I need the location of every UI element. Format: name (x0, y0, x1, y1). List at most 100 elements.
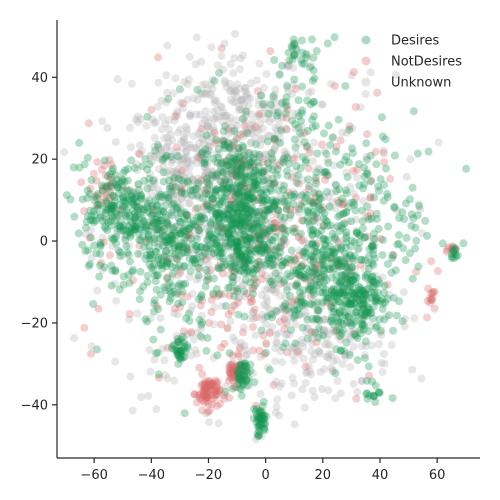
point-desires (333, 243, 342, 252)
point-unknown (200, 163, 209, 172)
point-desires (365, 245, 374, 254)
point-unknown (197, 57, 206, 66)
point-desires (136, 267, 145, 276)
point-desires (175, 229, 184, 238)
point-desires (119, 272, 128, 281)
point-desires (342, 338, 351, 347)
point-notdesires (172, 143, 181, 152)
point-unknown (193, 145, 202, 154)
point-unknown (236, 154, 245, 163)
point-unknown (262, 302, 271, 311)
point-notdesires (203, 408, 212, 416)
point-desires (315, 190, 324, 198)
point-unknown (235, 198, 244, 207)
point-unknown (130, 216, 139, 225)
point-desires (342, 189, 351, 198)
point-unknown (257, 109, 266, 118)
point-unknown (341, 252, 350, 261)
point-unknown (237, 169, 246, 178)
point-desires (291, 120, 300, 129)
point-notdesires (77, 178, 86, 187)
plot-area (60, 29, 471, 444)
point-unknown (277, 112, 286, 121)
point-unknown (202, 243, 210, 252)
point-unknown (246, 94, 255, 103)
point-unknown (236, 342, 245, 351)
point-notdesires (255, 109, 264, 118)
point-unknown (226, 95, 235, 104)
point-unknown (351, 264, 359, 273)
point-unknown (313, 164, 322, 173)
point-unknown (220, 141, 229, 150)
point-unknown (222, 229, 231, 238)
point-unknown (188, 174, 197, 183)
point-notdesires (386, 174, 395, 183)
point-unknown (152, 405, 161, 414)
point-unknown (385, 290, 394, 299)
point-desires (336, 160, 345, 169)
point-unknown (210, 303, 219, 312)
point-desires (90, 196, 99, 204)
point-unknown (227, 164, 236, 173)
point-unknown (271, 85, 280, 94)
point-unknown (108, 202, 117, 211)
point-desires (236, 385, 245, 394)
point-unknown (218, 173, 227, 182)
point-unknown (300, 188, 309, 197)
point-unknown (363, 167, 372, 176)
point-desires (384, 222, 393, 231)
point-unknown (262, 150, 271, 159)
point-desires (172, 203, 181, 212)
point-unknown (249, 369, 257, 378)
point-desires (165, 184, 174, 193)
point-desires (135, 295, 144, 304)
point-unknown (185, 140, 194, 149)
point-unknown (168, 156, 177, 165)
point-unknown (272, 403, 281, 411)
point-desires (238, 114, 247, 123)
point-desires (245, 149, 253, 157)
point-unknown (204, 179, 213, 187)
point-unknown (273, 114, 282, 123)
point-desires (296, 229, 305, 238)
point-unknown (377, 331, 386, 339)
point-desires (127, 156, 136, 165)
point-unknown (318, 100, 327, 109)
point-unknown (268, 219, 277, 228)
y-tick-label: −20 (21, 316, 48, 331)
point-unknown (280, 313, 289, 322)
point-unknown (205, 418, 213, 427)
point-unknown (244, 200, 253, 209)
point-unknown (304, 88, 313, 97)
point-desires (332, 345, 341, 354)
point-unknown (192, 349, 201, 358)
point-desires (114, 246, 123, 255)
point-desires (294, 171, 303, 180)
point-unknown (309, 330, 318, 339)
point-unknown (316, 368, 325, 376)
point-unknown (312, 214, 321, 222)
point-unknown (173, 107, 182, 116)
point-desires (276, 212, 285, 221)
point-unknown (259, 227, 268, 236)
point-unknown (332, 355, 341, 364)
point-unknown (283, 62, 292, 71)
point-unknown (331, 180, 340, 189)
point-unknown (161, 120, 170, 129)
point-unknown (98, 266, 107, 274)
point-unknown (207, 43, 216, 52)
point-unknown (218, 159, 227, 168)
point-unknown (171, 170, 180, 178)
point-desires (100, 222, 109, 231)
point-unknown (231, 29, 240, 38)
point-unknown (260, 232, 269, 240)
point-desires (245, 246, 254, 255)
point-unknown (205, 171, 214, 180)
point-desires (394, 231, 403, 240)
point-desires (308, 240, 317, 249)
point-unknown (134, 118, 142, 127)
point-unknown (320, 340, 329, 349)
point-unknown (143, 204, 152, 213)
point-unknown (179, 171, 188, 180)
